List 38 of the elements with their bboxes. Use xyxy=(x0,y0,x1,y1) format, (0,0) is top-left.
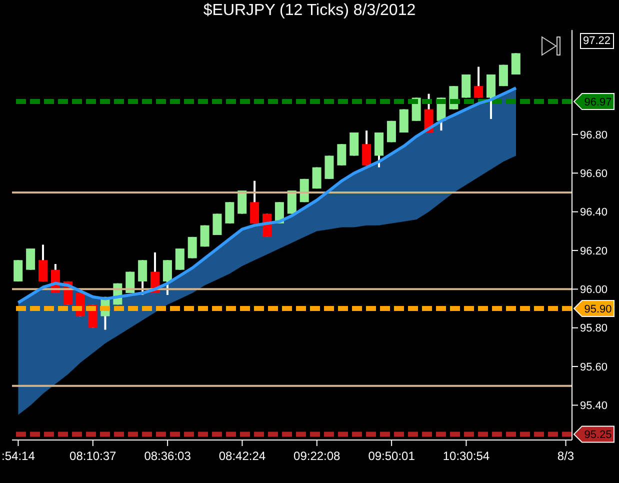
x-tick-label: :54:14 xyxy=(2,449,36,463)
x-tick-label: 09:50:01 xyxy=(368,449,416,463)
candlestick xyxy=(350,132,359,157)
candlestick xyxy=(474,66,484,99)
candlestick xyxy=(250,180,260,224)
candlestick xyxy=(511,52,520,76)
candlestick xyxy=(374,132,384,168)
x-tick-label: 08:10:37 xyxy=(70,449,117,463)
candlestick xyxy=(225,201,234,224)
x-tick-label: 08:42:24 xyxy=(218,449,266,463)
candlestick xyxy=(162,259,172,296)
x-tick-label: 8/3 xyxy=(557,449,574,463)
x-tick-label: 09:22:08 xyxy=(294,449,341,463)
candlestick xyxy=(138,259,148,296)
y-tick-label: 96.00 xyxy=(580,284,608,296)
x-tick-label: 08:36:03 xyxy=(144,449,192,463)
y-tick-label: 96.40 xyxy=(580,206,608,219)
y-tick-label: 95.40 xyxy=(580,400,608,412)
ref-line-label: 96.97 xyxy=(584,96,612,109)
y-tick-label: 95.80 xyxy=(580,322,608,335)
y-tick-label: 96.20 xyxy=(580,245,608,258)
y-tick-label: 96.60 xyxy=(580,168,608,180)
ref-line-label: 95.25 xyxy=(584,429,612,442)
text: 97.22 xyxy=(580,33,614,49)
candlestick xyxy=(486,73,496,120)
candlestick xyxy=(212,212,222,236)
candlestick xyxy=(337,143,346,166)
candlestick xyxy=(14,259,23,282)
ref-line-label: 95.90 xyxy=(584,303,612,316)
candlestick xyxy=(26,248,36,271)
y-tick-label: 95.60 xyxy=(580,361,608,374)
y-tick-label: 96.80 xyxy=(580,129,608,142)
candlestick xyxy=(38,244,48,282)
candlestick xyxy=(324,154,334,180)
chart-title: $EURJPY (12 Ticks) 8/3/2012 xyxy=(202,2,417,20)
x-tick-label: 10:30:54 xyxy=(442,449,490,463)
candlestick xyxy=(175,248,184,271)
candlestick xyxy=(362,130,372,166)
